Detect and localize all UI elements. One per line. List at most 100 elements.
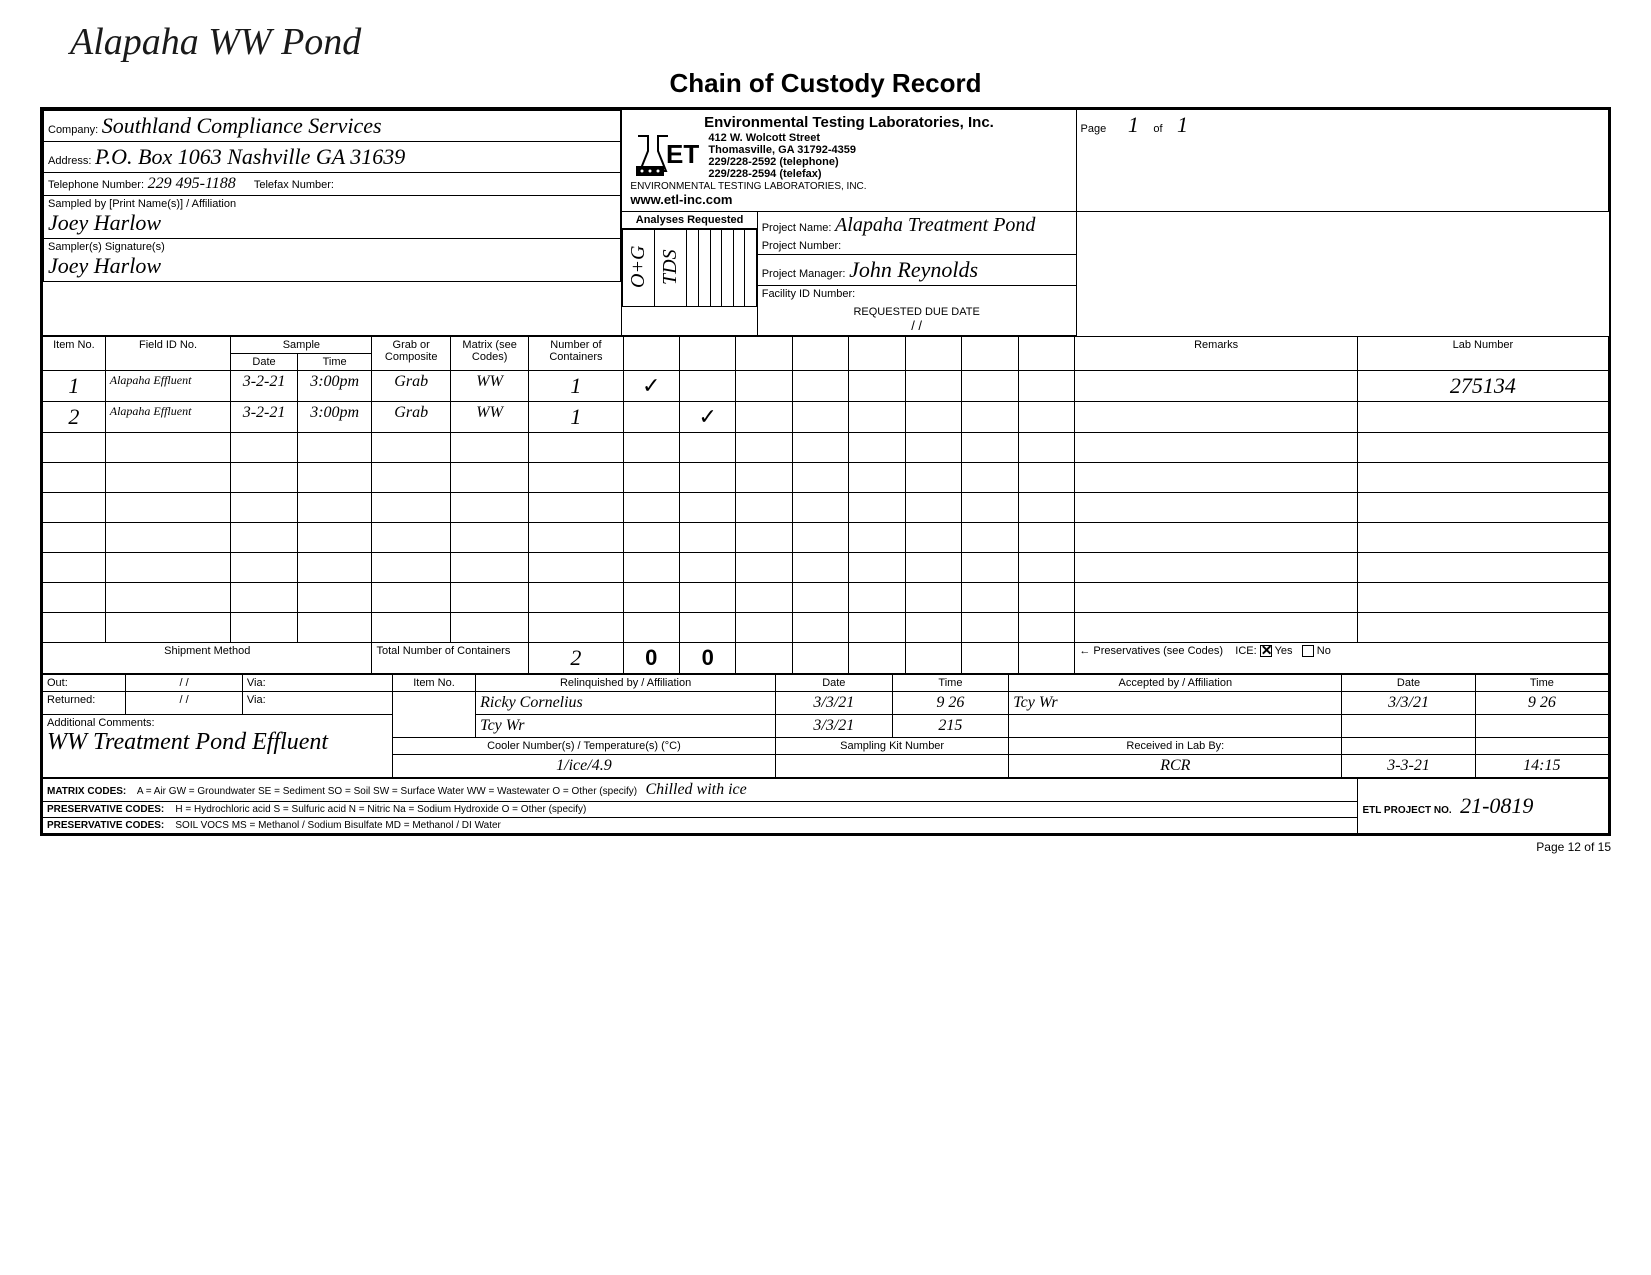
analysis-col-2: TDS [659,232,682,302]
out-label: Out: [47,677,68,689]
relinq-2-date: 3/3/21 [776,715,893,738]
comments-label: Additional Comments: [47,717,388,729]
col-remarks: Remarks [1075,337,1357,371]
address-label: Address: [48,155,91,167]
via-label-2: Via: [247,694,266,706]
cell-item: 1 [43,371,106,402]
item-no-label: Item No. [392,675,475,692]
preservative-codes-2: SOIL VOCS MS = Methanol / Sodium Bisulfa… [175,820,501,831]
cell-field: Alapaha Effluent [105,402,231,433]
due-date-sep: / / [762,318,1072,333]
returned-date: / / [126,692,243,715]
col-sample: Sample [231,337,372,354]
company-value: Southland Compliance Services [102,113,382,138]
cell-field: Alapaha Effluent [105,371,231,402]
signature-label: Sampler(s) Signature(s) [48,241,616,253]
ice-no-label: No [1317,645,1331,657]
project-number-label: Project Number: [762,240,841,252]
etl-addr1: 412 W. Wolcott Street [708,132,856,144]
etl-phone: 229/228-2592 (telephone) [708,156,856,168]
accepted-1: Tcy Wr [1009,692,1342,715]
received-date: 3-3-21 [1342,755,1475,778]
telefax-label: Telefax Number: [254,179,334,191]
cell-item: 2 [43,402,106,433]
telephone-value: 229 495-1188 [148,175,236,192]
cell-grab: Grab [372,402,450,433]
ice-yes-checkbox[interactable] [1260,645,1272,657]
received-label: Received in Lab By: [1009,738,1342,755]
zero-1: 0 [623,643,679,674]
relinq-1: Ricky Cornelius [476,692,776,715]
etl-addr2: Thomasville, GA 31792-4359 [708,144,856,156]
relinq-1-date: 3/3/21 [776,692,893,715]
relinq-2-time: 215 [892,715,1009,738]
etl-logo-icon: ETL [630,131,700,181]
page-label: Page [1081,123,1107,135]
received-time: 14:15 [1475,755,1608,778]
total-containers-value: 2 [529,643,623,674]
of-label: of [1153,123,1162,135]
cell-date: 3-2-21 [231,402,298,433]
total-containers-label: Total Number of Containers [372,643,529,674]
matrix-codes-label: MATRIX CODES: [47,786,126,797]
signature-value: Joey Harlow [48,253,616,279]
comments-value: WW Treatment Pond Effluent [47,729,388,755]
cell-a1 [623,402,679,433]
company-label: Company: [48,124,98,136]
header-handwritten: Alapaha WW Pond [70,20,1611,64]
analyses-header: Analyses Requested [622,212,756,229]
etl-project-label: ETL PROJECT NO. [1362,805,1451,816]
table-row: 1 Alapaha Effluent 3-2-21 3:00pm Grab WW… [43,371,1609,402]
col-labnum: Lab Number [1357,337,1608,371]
page-title: Chain of Custody Record [40,68,1611,99]
form-container: Company: Southland Compliance Services A… [40,107,1611,836]
etl-logo-sub: ENVIRONMENTAL TESTING LABORATORIES, INC. [630,181,866,192]
project-manager-value: John Reynolds [849,257,978,282]
project-name-value: Alapaha Treatment Pond [835,214,1035,236]
due-date-label: REQUESTED DUE DATE [762,306,1072,318]
cell-time: 3:00pm [297,371,372,402]
matrix-codes-note: Chilled with ice [645,781,746,798]
page-value: 1 [1128,112,1139,137]
preservative-codes-2-label: PRESERVATIVE CODES: [47,820,164,831]
preservatives-arrow: ← Preservatives (see Codes) [1079,645,1223,657]
analysis-col-1: O+G [627,232,650,302]
via-label-1: Via: [247,677,266,689]
ice-label: ICE: [1235,645,1256,657]
etl-fax: 229/228-2594 (telefax) [708,168,856,180]
received-by: RCR [1009,755,1342,778]
sampled-by-value: Joey Harlow [48,210,616,236]
date-label-1: Date [776,675,893,692]
matrix-codes: A = Air GW = Groundwater SE = Sediment S… [137,786,637,797]
ice-yes-label: Yes [1275,645,1293,657]
col-num: Number of Containers [529,337,623,371]
top-section: Company: Southland Compliance Services A… [42,109,1609,336]
col-time: Time [297,354,372,371]
shipment-method-label: Shipment Method [43,643,372,674]
footer-page: Page 12 of 15 [40,840,1611,854]
telephone-label: Telephone Number: [48,179,144,191]
project-manager-label: Project Manager: [762,268,846,280]
ice-no-checkbox[interactable] [1302,645,1314,657]
preservative-codes-1: H = Hydrochloric acid S = Sulfuric acid … [175,804,586,815]
relinq-2: Tcy Wr [476,715,776,738]
col-item: Item No. [43,337,106,371]
kit-label: Sampling Kit Number [776,738,1009,755]
cell-matrix: WW [450,402,528,433]
cell-num: 1 [529,402,623,433]
cooler-value: 1/ice/4.9 [392,755,775,778]
address-value: P.O. Box 1063 Nashville GA 31639 [95,144,405,169]
returned-label: Returned: [47,694,95,706]
relinquished-label: Relinquished by / Affiliation [476,675,776,692]
project-name-label: Project Name: [762,222,832,234]
zero-2: 0 [679,643,735,674]
svg-text:ETL: ETL [666,139,700,169]
col-date: Date [231,354,298,371]
col-matrix: Matrix (see Codes) [450,337,528,371]
time-label-2: Time [1475,675,1608,692]
of-value: 1 [1177,112,1188,137]
out-date: / / [126,675,243,692]
preservative-codes-1-label: PRESERVATIVE CODES: [47,804,164,815]
table-row: 2 Alapaha Effluent 3-2-21 3:00pm Grab WW… [43,402,1609,433]
col-grab: Grab or Composite [372,337,450,371]
